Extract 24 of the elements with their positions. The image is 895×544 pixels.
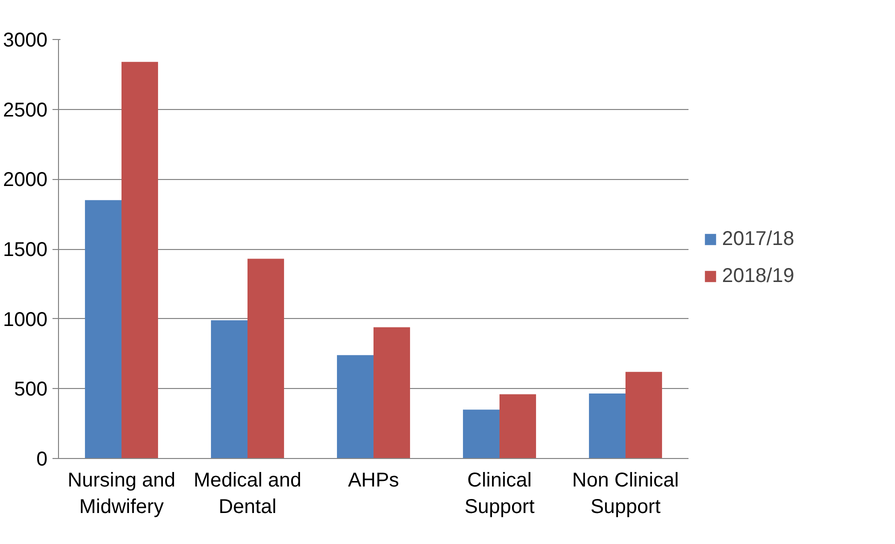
bar <box>462 410 500 458</box>
bar <box>122 62 158 458</box>
x-tick-label: Clinical Support <box>464 470 535 518</box>
bar <box>588 394 626 458</box>
bar <box>626 372 662 458</box>
x-tick-label: Medical and Dental <box>194 470 302 518</box>
y-tick-label: 1500 <box>3 239 48 261</box>
legend-label: 2018/19 <box>722 264 794 288</box>
legend-label: 2017/18 <box>722 228 794 250</box>
y-tick-label: 1000 <box>3 308 48 331</box>
y-tick-label: 3000 <box>3 30 48 52</box>
bar <box>84 200 122 458</box>
x-tick-label: AHPs <box>348 470 400 492</box>
bar <box>500 394 536 458</box>
bar <box>336 355 374 458</box>
x-tick-label: Nursing and Midwifery <box>68 470 176 518</box>
bar <box>210 320 248 458</box>
y-tick-label: 0 <box>36 448 48 470</box>
y-tick-label: 2000 <box>3 169 48 192</box>
y-tick-label: 2500 <box>3 99 48 122</box>
x-tick-label: Non Clinical Support <box>572 470 679 518</box>
bar <box>248 258 284 458</box>
bar <box>374 327 410 458</box>
y-tick-label: 500 <box>14 378 48 401</box>
